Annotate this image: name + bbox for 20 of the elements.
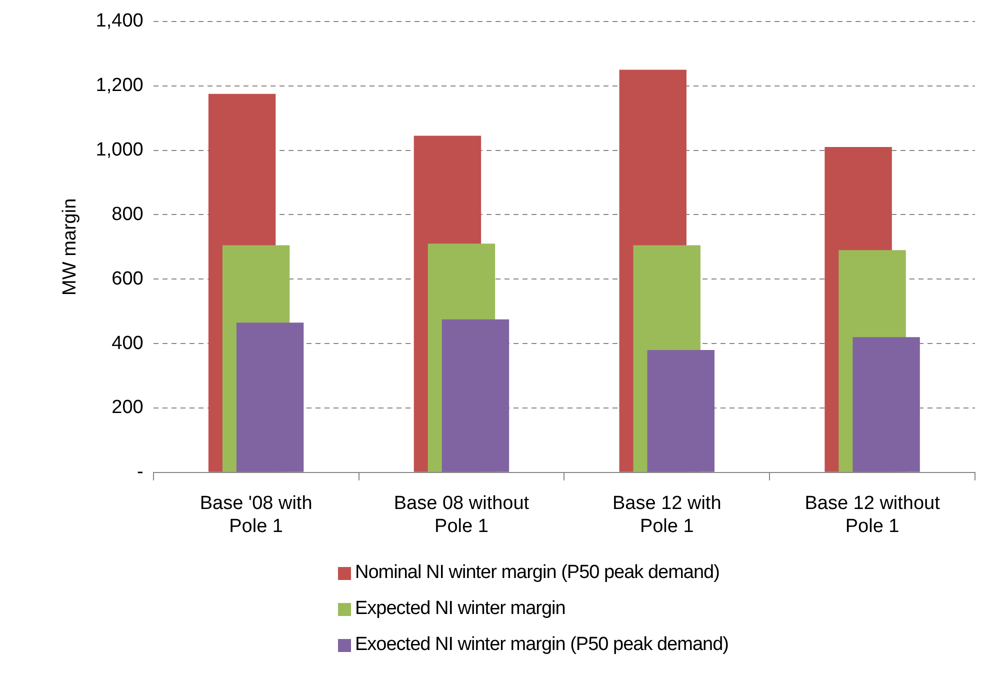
y-tick-label: 1,400 — [96, 10, 144, 32]
legend-label: Expected NI winter margin — [355, 598, 566, 620]
legend-label: Exoected NI winter margin (P50 peak demand) — [355, 634, 728, 656]
y-tick-label: 400 — [112, 332, 144, 354]
x-tick-label: Base 12 with Pole 1 — [612, 493, 722, 537]
y-tick-label: 600 — [112, 268, 144, 290]
y-tick-label: 1,000 — [96, 139, 144, 160]
y-axis-title: MW margin — [60, 198, 81, 296]
x-tick-label: Base 12 without Pole 1 — [804, 493, 941, 537]
bar — [852, 337, 920, 472]
bar — [442, 319, 510, 472]
y-tick-label: 200 — [112, 397, 144, 418]
bar — [647, 350, 714, 472]
y-tick-label: 800 — [112, 204, 144, 225]
legend-label: Nominal NI winter margin (P50 peak demand) — [355, 562, 720, 584]
y-tick-label: - — [137, 462, 144, 483]
x-tick-label: Base '08 with Pole 1 — [200, 493, 312, 537]
bar — [236, 322, 304, 472]
y-tick-label: 1,200 — [96, 75, 144, 96]
x-tick-label: Base 08 without Pole 1 — [394, 493, 530, 537]
